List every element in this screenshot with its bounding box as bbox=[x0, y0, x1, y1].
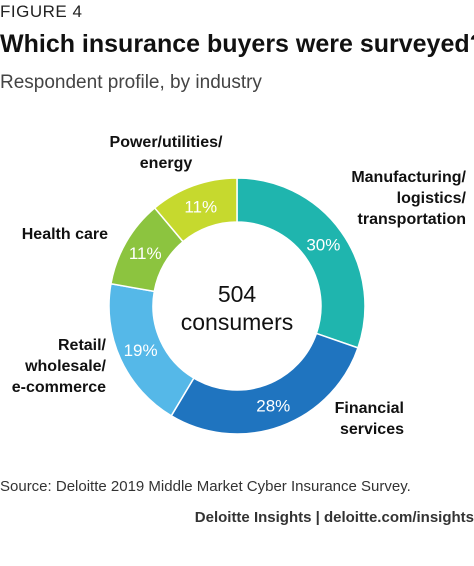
value-label-power-utilities: 11% bbox=[184, 197, 217, 216]
footer-credit: Deloitte Insights | deloitte.com/insight… bbox=[194, 509, 474, 526]
category-label-manufacturing: Manufacturing/logistics/transportation bbox=[351, 169, 466, 228]
chart-subtitle: Respondent profile, by industry bbox=[0, 72, 262, 93]
value-label-retail: 19% bbox=[124, 341, 158, 360]
category-label-power-utilities: Power/utilities/energy bbox=[110, 134, 223, 172]
category-label-financial-services: Financial services bbox=[335, 400, 404, 438]
value-label-manufacturing: 30% bbox=[306, 236, 340, 255]
value-label-financial-services: 28% bbox=[256, 397, 290, 416]
category-label-health-care: Health care bbox=[22, 226, 108, 243]
slice-power-utilities bbox=[153, 177, 238, 243]
figure-label: FIGURE 4 bbox=[0, 2, 83, 21]
center-value: 504 bbox=[218, 281, 257, 307]
source-note: Source: Deloitte 2019 Middle Market Cybe… bbox=[0, 478, 411, 495]
category-label-retail: Retail/wholesale/e-commerce bbox=[12, 337, 107, 396]
slice-manufacturing bbox=[236, 177, 366, 349]
center-label: consumers bbox=[181, 309, 293, 335]
value-label-health-care: 11% bbox=[129, 244, 162, 263]
chart-title: Which insurance buyers were surveyed? bbox=[0, 30, 474, 58]
slice-financial-services bbox=[170, 332, 359, 435]
